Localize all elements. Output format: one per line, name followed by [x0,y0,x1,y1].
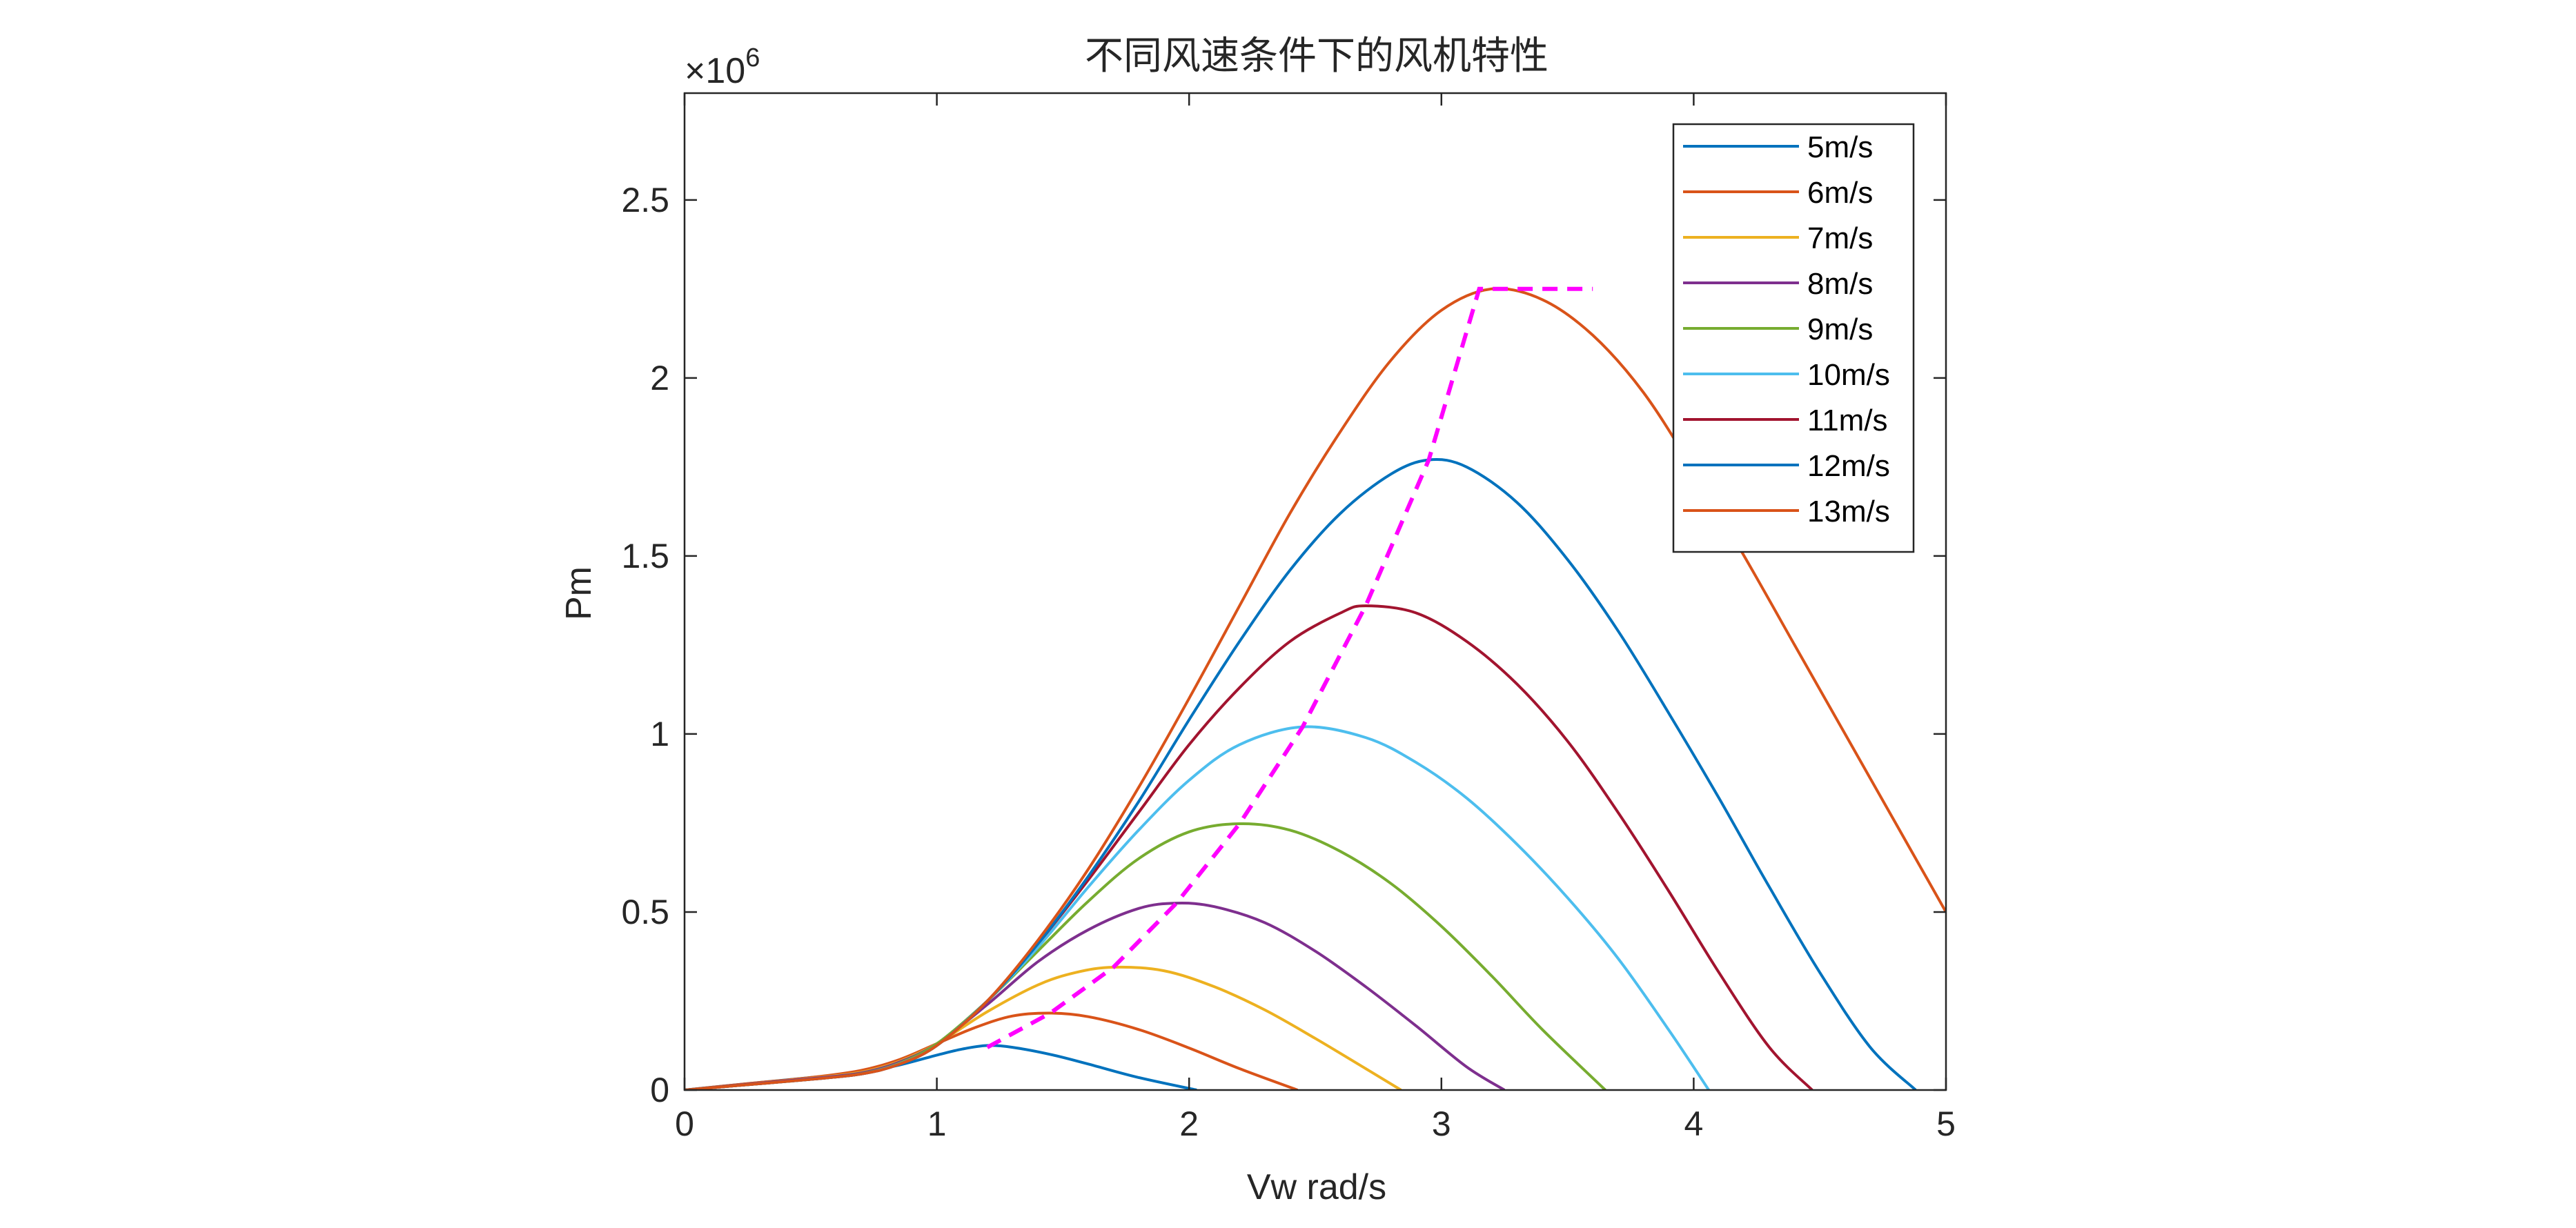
y-tick-label: 1.5 [621,537,669,575]
legend-entry: 9m/s [1807,313,1873,346]
x-tick-label: 3 [1432,1105,1451,1143]
x-tick-label: 0 [675,1105,694,1143]
legend-entry: 12m/s [1807,449,1890,483]
series-line-13m-s [685,287,1946,1090]
axes-box [683,92,1947,1091]
y-tick-label: 2.5 [621,181,669,219]
y-tick-label: 1 [650,715,669,753]
y-tick-label: 0.5 [621,893,669,931]
legend-entry: 6m/s [1807,176,1873,210]
x-tick-label: 4 [1684,1105,1703,1143]
x-tick-label: 2 [1179,1105,1199,1143]
legend-entry: 11m/s [1807,404,1888,437]
x-tick-label: 1 [927,1105,947,1143]
legend-entry: 5m/s [1807,130,1873,164]
x-axis-label: Vw rad/s [1247,1167,1386,1207]
exponent-base: ×10 [685,51,745,91]
axes: 0 1 2 3 4 5 0 0.5 1 1.5 2 2.5 [621,92,1956,1143]
y-axis-label: Pm [559,566,599,620]
legend: 5m/s 6m/s 7m/s 8m/s 9m/s 10m/s 11m/s 12m/s 13m/s [1672,123,1915,553]
exponent-power: 6 [745,43,760,72]
legend-entry: 10m/s [1807,358,1890,392]
exponent-label: ×106 [685,43,760,91]
plot-area [685,286,1946,1090]
mppt-dashed-line [986,286,1593,1049]
x-tick-label: 5 [1936,1105,1956,1143]
y-tick-label: 0 [650,1071,669,1109]
chart-title: 不同风速条件下的风机特性 [1085,34,1548,77]
legend-entry: 7m/s [1807,221,1873,255]
legend-entry: 8m/s [1807,267,1873,301]
legend-box [1672,123,1915,553]
legend-entry: 13m/s [1807,495,1890,528]
y-tick-label: 2 [650,359,669,397]
